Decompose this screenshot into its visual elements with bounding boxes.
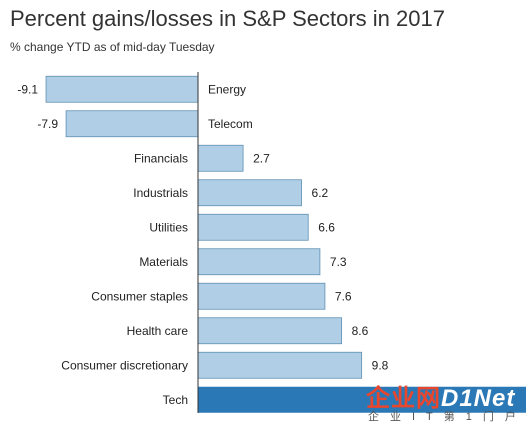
bar-health-care: [197, 317, 343, 345]
value-label-utilities: 6.6: [318, 220, 335, 234]
category-label-materials: Materials: [139, 255, 188, 269]
watermark-tagline: 企业IT第1门户: [368, 411, 526, 423]
value-label-energy: -9.1: [17, 82, 38, 96]
watermark-logo: 企业网D1Net 企业IT第1门户: [366, 376, 526, 424]
chart-title: Percent gains/losses in S&P Sectors in 2…: [10, 6, 445, 31]
category-label-energy: Energy: [208, 82, 246, 96]
bar-consumer-discretionary: [197, 351, 363, 379]
bar-tech: [198, 386, 526, 413]
value-label-consumer-staples: 7.6: [335, 289, 352, 303]
bar-consumer-staples: [197, 282, 326, 310]
chart-subtitle: % change YTD as of mid-day Tuesday: [10, 40, 215, 54]
value-label-health-care: 8.6: [352, 324, 369, 338]
value-label-financials: 2.7: [253, 151, 270, 165]
category-label-consumer-staples: Consumer staples: [91, 289, 188, 303]
category-label-tech: Tech: [163, 393, 188, 407]
value-label-telecom: -7.9: [37, 117, 58, 131]
bar-energy: [45, 75, 199, 103]
bar-materials: [197, 248, 321, 276]
category-label-health-care: Health care: [127, 324, 189, 338]
watermark-logo-text: 企业网D1Net: [366, 385, 516, 412]
category-label-utilities: Utilities: [149, 220, 188, 234]
category-label-financials: Financials: [134, 151, 188, 165]
value-label-materials: 7.3: [330, 255, 347, 269]
category-label-telecom: Telecom: [208, 117, 253, 131]
value-label-industrials: 6.2: [312, 186, 329, 200]
bar-utilities: [197, 213, 309, 241]
bar-financials: [197, 144, 244, 172]
category-label-industrials: Industrials: [133, 186, 188, 200]
bar-industrials: [197, 179, 302, 207]
bar-telecom: [65, 110, 199, 138]
category-label-consumer-discretionary: Consumer discretionary: [61, 358, 188, 372]
value-label-consumer-discretionary: 9.8: [372, 358, 389, 372]
